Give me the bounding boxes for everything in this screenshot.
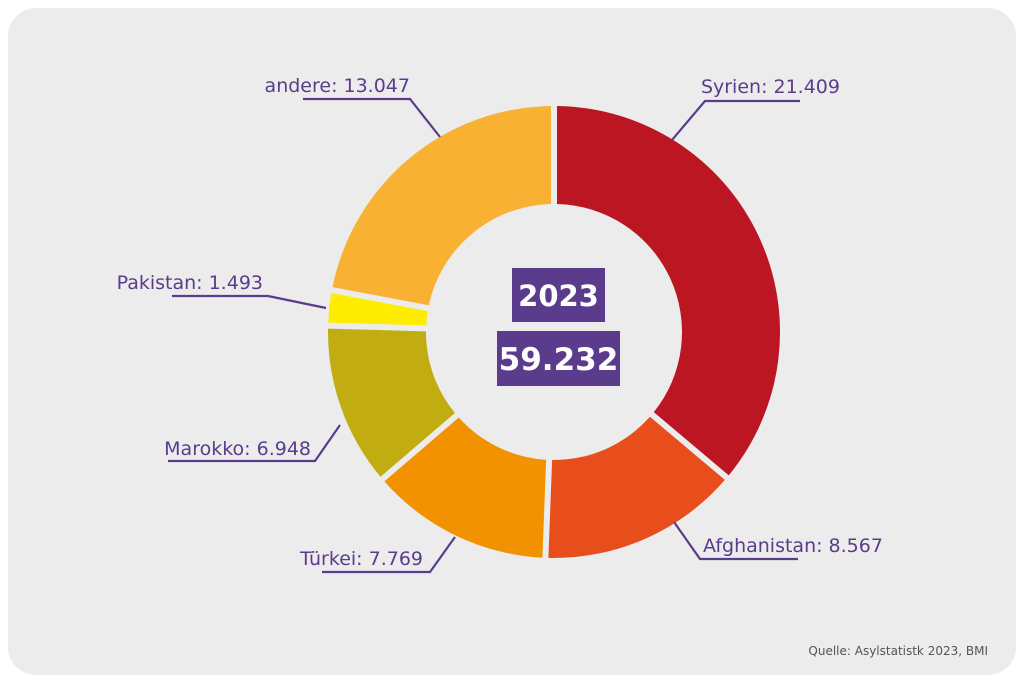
leader-line-tuerkei (322, 536, 456, 574)
label-andere: andere: 13.047 (265, 75, 410, 97)
slice-tuerkei (384, 417, 547, 558)
label-pakistan: Pakistan: 1.493 (117, 272, 263, 294)
label-tuerkei: Türkei: 7.769 (299, 548, 423, 570)
leader-line-marokko (168, 424, 341, 463)
slice-marokko (327, 328, 455, 477)
slice-syrien (556, 106, 780, 476)
slice-pakistan (328, 292, 428, 326)
leader-line-pakistan (172, 294, 327, 310)
total-badge (497, 331, 620, 386)
label-leader-lines (168, 97, 800, 574)
label-afghanistan: Afghanistan: 8.567 (703, 535, 883, 557)
total-label: 59.232 (499, 342, 619, 378)
label-marokko: Marokko: 6.948 (164, 438, 311, 460)
donut-slices (327, 106, 780, 558)
leader-line-afghanistan (673, 521, 798, 561)
slice-afghanistan (548, 416, 725, 558)
label-syrien: Syrien: 21.409 (701, 76, 840, 98)
center-badges: 2023 59.232 (497, 268, 620, 386)
slice-andere (332, 106, 552, 306)
leader-line-syrien (671, 99, 800, 141)
leader-line-andere (303, 97, 441, 138)
slice-labels: Syrien: 21.409 Afghanistan: 8.567 Türkei: … (117, 75, 883, 570)
year-badge (512, 268, 605, 322)
source-note: Quelle: Asylstatistk 2023, BMI (808, 644, 988, 658)
year-label: 2023 (518, 279, 599, 313)
